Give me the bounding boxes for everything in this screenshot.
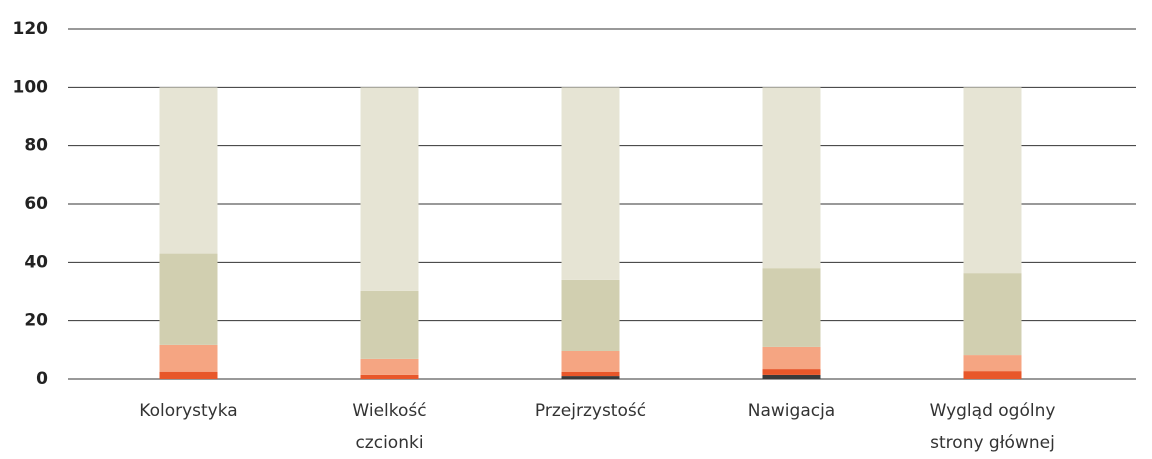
bar-segment — [762, 346, 821, 370]
bar-segment — [360, 358, 419, 375]
x-tick-label: Wygląd ogólny strony głównej — [929, 401, 1056, 453]
x-tick-label: Przejrzystość — [534, 401, 647, 421]
x-tick-label: Nawigacja — [747, 401, 836, 421]
bar-segment — [762, 374, 821, 379]
bar-segment — [561, 372, 620, 377]
bar-segment — [360, 290, 419, 359]
bar-segment — [561, 279, 620, 351]
bar-segment — [159, 253, 218, 345]
x-tick-label: Kolorystyka — [139, 401, 238, 421]
y-tick-label: 20 — [24, 311, 48, 331]
bar-segment — [963, 273, 1022, 356]
x-tick-label: Wielkość czcionki — [352, 401, 427, 453]
y-tick-label: 80 — [24, 136, 48, 156]
bar-segment — [360, 87, 419, 291]
y-tick-label: 100 — [13, 77, 49, 97]
y-tick-label: 0 — [36, 369, 48, 389]
bar-segment — [159, 344, 218, 372]
bar-segment — [159, 371, 218, 379]
bar-segment — [561, 351, 620, 372]
y-tick-label: 120 — [13, 19, 49, 39]
bar-segment — [762, 369, 821, 375]
bar-segment — [561, 87, 620, 280]
bar-segment — [963, 87, 1022, 274]
y-tick-label: 60 — [24, 194, 48, 214]
bar-segment — [561, 376, 620, 379]
bar-segment — [762, 87, 821, 269]
bar-segment — [360, 374, 419, 379]
bar-segment — [762, 268, 821, 347]
y-tick-label: 40 — [24, 252, 48, 272]
bar-segment — [963, 371, 1022, 379]
bar-segment — [963, 355, 1022, 372]
bar-segment — [159, 87, 218, 254]
